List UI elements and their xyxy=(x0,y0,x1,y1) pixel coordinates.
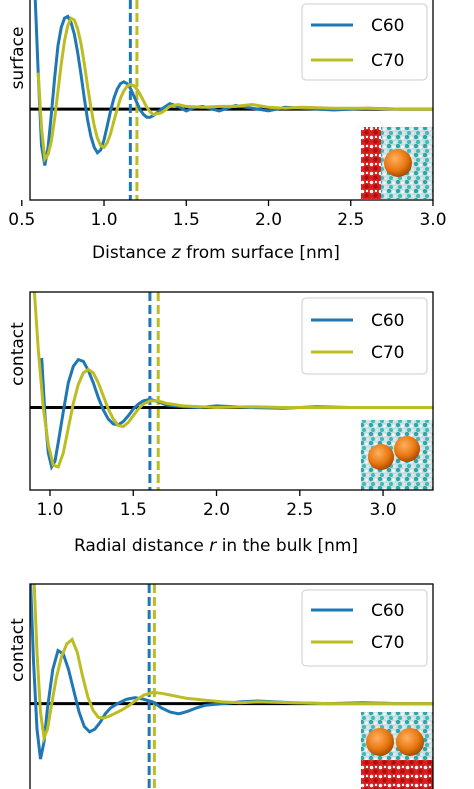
series-line-c70 xyxy=(36,16,433,164)
axes-frame xyxy=(29,291,434,491)
legend: C60 C70 xyxy=(301,589,428,667)
y-axis-label: contact xyxy=(8,618,28,682)
x-tick-label: 2.5 xyxy=(286,500,313,520)
x-tick-label: 1.5 xyxy=(173,210,200,230)
panel-bulk: 1.0 1.5 2.0 2.5 3.0 contact Radial distance … xyxy=(8,291,434,556)
x-axis-label: Radial distance r in the bulk [nm] xyxy=(74,536,358,556)
legend-label-c60: C60 xyxy=(371,311,405,331)
x-tick-label: 1.0 xyxy=(36,500,63,520)
panel-contact-surface: contact C60 C70 xyxy=(8,583,434,789)
legend-label-c70: C70 xyxy=(371,633,405,653)
x-tick-label: 2.0 xyxy=(255,210,282,230)
x-tick-label: 3.0 xyxy=(419,210,446,230)
axes-frame xyxy=(29,0,434,201)
x-tick-label: 2.5 xyxy=(337,210,364,230)
legend: C60 C70 xyxy=(301,3,428,81)
panel-surface: 0.5 1.0 1.5 2.0 2.5 3.0 surface Distance z fr… xyxy=(8,0,447,263)
inset-snapshot xyxy=(361,420,433,490)
inset-snapshot xyxy=(361,712,433,789)
legend-label-c60: C60 xyxy=(371,601,405,621)
x-tick-label: 3.0 xyxy=(370,500,397,520)
legend: C60 C70 xyxy=(301,297,428,375)
x-ticks: 0.5 1.0 1.5 2.0 2.5 3.0 xyxy=(8,200,447,230)
legend-label-c60: C60 xyxy=(371,16,405,36)
x-tick-label: 2.0 xyxy=(203,500,230,520)
x-axis-label: Distance z from surface [nm] xyxy=(92,243,340,263)
series-line-c70 xyxy=(32,292,433,469)
series-line-c70 xyxy=(32,584,433,744)
series-line-c60 xyxy=(33,0,433,166)
inset-snapshot xyxy=(361,127,433,199)
legend-label-c70: C70 xyxy=(371,343,405,363)
legend-label-c70: C70 xyxy=(371,51,405,71)
y-axis-label: surface xyxy=(8,27,28,90)
axes-frame xyxy=(29,583,434,789)
x-tick-label: 1.5 xyxy=(120,500,147,520)
x-tick-label: 0.5 xyxy=(8,210,35,230)
x-ticks: 1.0 1.5 2.0 2.5 3.0 xyxy=(36,490,397,520)
y-axis-label: contact xyxy=(8,322,28,386)
x-tick-label: 1.0 xyxy=(90,210,117,230)
